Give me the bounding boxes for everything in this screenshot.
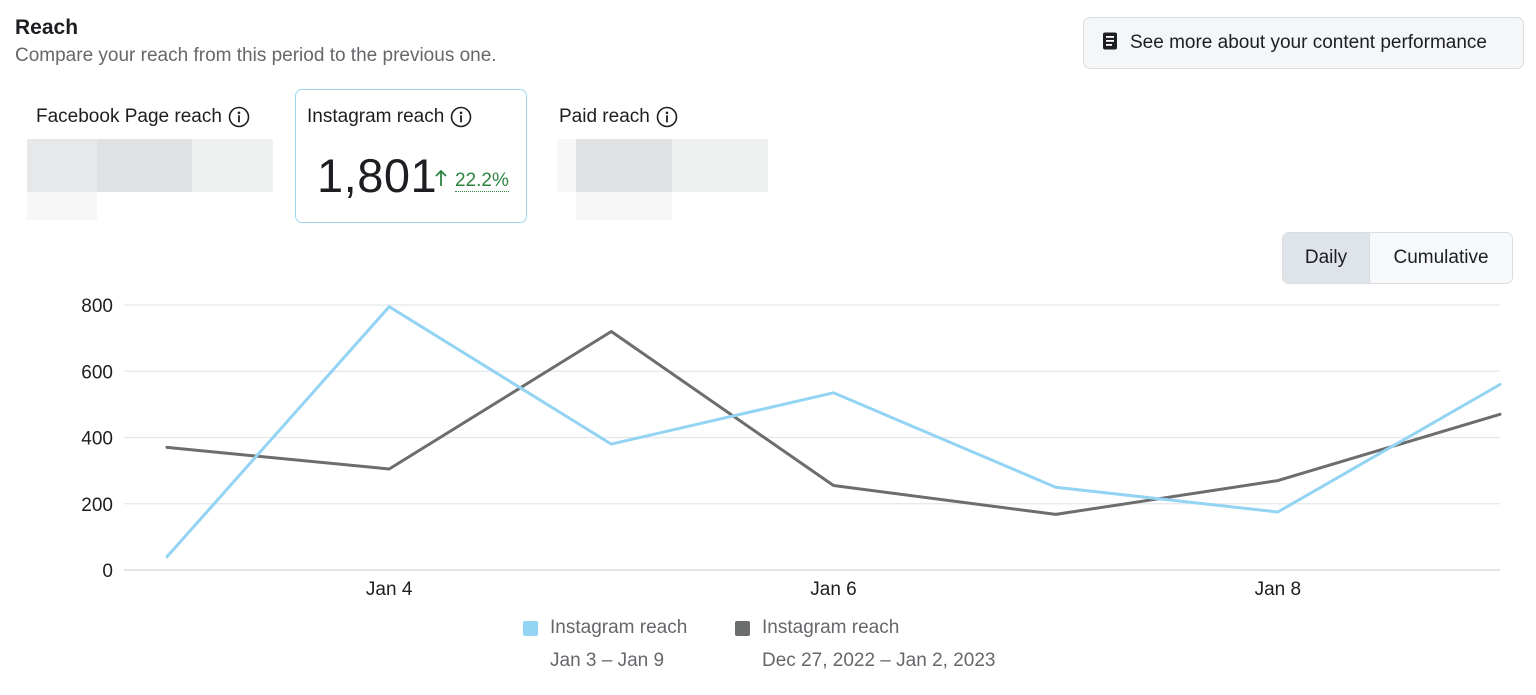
facebook-reach-value-redacted <box>27 139 97 192</box>
legend-label-current: Instagram reach <box>550 617 688 638</box>
arrow-up-icon <box>435 169 447 193</box>
section-title: Reach <box>15 16 79 39</box>
paid-reach-value-redacted <box>557 139 576 192</box>
x-tick-label: Jan 8 <box>1255 579 1301 600</box>
paid-reach-label: Paid reach <box>559 106 650 127</box>
legend-period-current: Jan 3 – Jan 9 <box>550 650 665 671</box>
legend-period-previous: Dec 27, 2022 – Jan 2, 2023 <box>762 650 996 671</box>
legend-label-previous: Instagram reach <box>762 617 900 638</box>
facebook-reach-tab[interactable]: Facebook Page reach <box>36 106 250 128</box>
cumulative-toggle-button[interactable]: Cumulative <box>1370 233 1512 283</box>
y-tick-label: 0 <box>102 561 113 582</box>
section-subtitle: Compare your reach from this period to t… <box>15 45 497 66</box>
instagram-reach-header: Instagram reach <box>307 106 472 128</box>
instagram-reach-label: Instagram reach <box>307 106 445 127</box>
y-tick-label: 600 <box>81 362 113 383</box>
info-icon[interactable] <box>656 106 678 128</box>
info-icon[interactable] <box>450 106 472 128</box>
facebook-reach-label: Facebook Page reach <box>36 106 222 127</box>
paid-reach-change-redacted <box>576 192 672 220</box>
content-performance-label: See more about your content performance <box>1130 32 1487 53</box>
facebook-reach-value-redacted <box>97 139 192 192</box>
document-icon <box>1102 32 1118 55</box>
paid-reach-value-redacted <box>672 139 768 192</box>
instagram-reach-card[interactable]: Instagram reach 1,801 22.2% <box>295 89 527 223</box>
paid-reach-tab[interactable]: Paid reach <box>559 106 678 128</box>
y-tick-label: 400 <box>81 429 113 450</box>
content-performance-button[interactable]: See more about your content performance <box>1083 17 1524 69</box>
y-tick-label: 800 <box>81 296 113 317</box>
legend-swatch-current <box>523 620 538 636</box>
paid-reach-value-redacted <box>576 139 672 192</box>
instagram-reach-change-percent: 22.2% <box>455 170 509 192</box>
instagram-reach-change[interactable]: 22.2% <box>435 169 509 193</box>
facebook-reach-value-redacted <box>192 139 273 192</box>
daily-toggle-button[interactable]: Daily <box>1283 233 1370 283</box>
legend-current-period[interactable]: Instagram reach <box>523 617 687 639</box>
series-line-previous <box>165 330 1502 516</box>
facebook-reach-change-redacted <box>27 192 97 220</box>
legend-previous-period[interactable]: Instagram reach <box>735 617 899 639</box>
x-tick-label: Jan 6 <box>810 579 856 600</box>
y-tick-label: 200 <box>81 495 113 516</box>
view-mode-toggle: Daily Cumulative <box>1282 232 1513 284</box>
x-tick-label: Jan 4 <box>366 579 413 600</box>
instagram-reach-value: 1,801 <box>317 149 438 202</box>
series-line-current <box>165 305 1502 559</box>
info-icon[interactable] <box>228 106 250 128</box>
legend-swatch-previous <box>735 620 750 636</box>
